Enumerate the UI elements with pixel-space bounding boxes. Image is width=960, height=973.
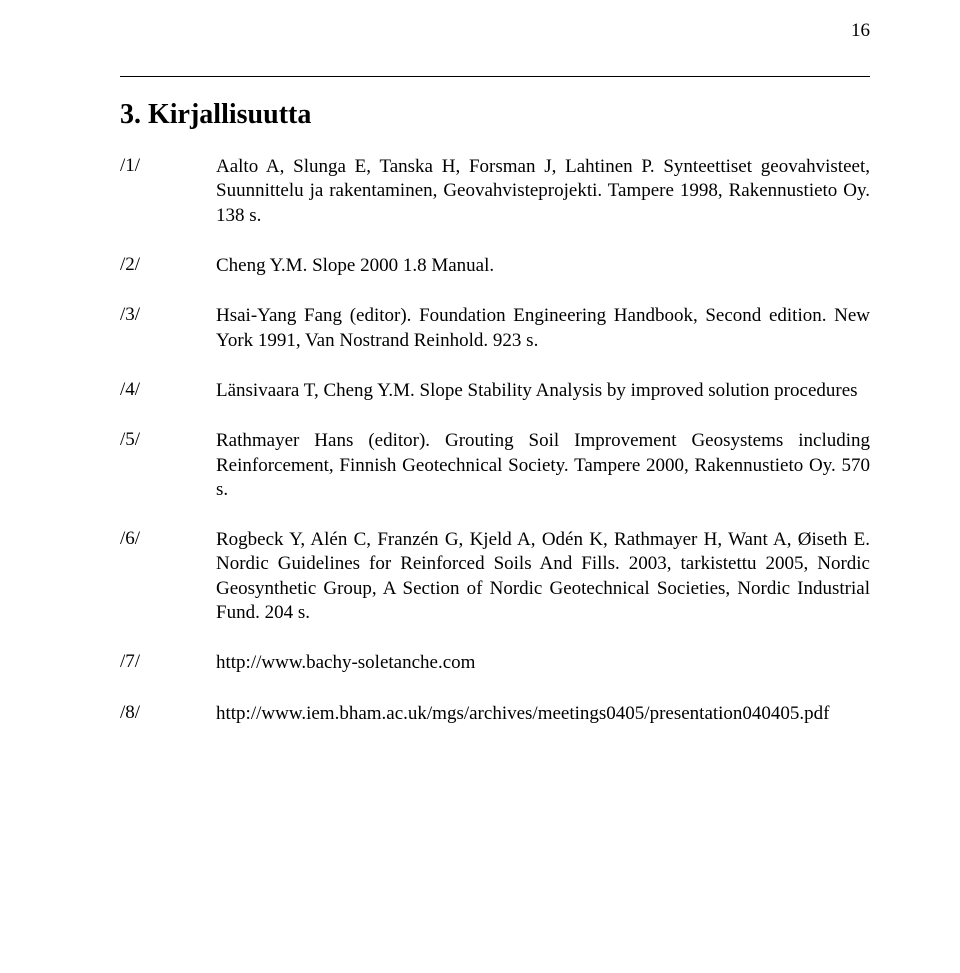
reference-item: /6/ Rogbeck Y, Alén C, Franzén G, Kjeld … [120, 528, 870, 625]
reference-label: /5/ [120, 429, 216, 451]
reference-label: /1/ [120, 155, 216, 177]
horizontal-rule [120, 76, 870, 77]
reference-text: Aalto A, Slunga E, Tanska H, Forsman J, … [216, 155, 870, 228]
reference-text: http://www.iem.bham.ac.uk/mgs/archives/m… [216, 702, 870, 726]
reference-label: /2/ [120, 254, 216, 276]
page-number: 16 [851, 20, 870, 42]
reference-item: /1/ Aalto A, Slunga E, Tanska H, Forsman… [120, 155, 870, 228]
section-title: 3. Kirjallisuutta [120, 99, 870, 131]
reference-text: Rogbeck Y, Alén C, Franzén G, Kjeld A, O… [216, 528, 870, 625]
reference-label: /4/ [120, 379, 216, 401]
reference-text: Länsivaara T, Cheng Y.M. Slope Stability… [216, 379, 870, 403]
reference-label: /6/ [120, 528, 216, 550]
reference-item: /4/ Länsivaara T, Cheng Y.M. Slope Stabi… [120, 379, 870, 403]
reference-item: /3/ Hsai-Yang Fang (editor). Foundation … [120, 304, 870, 353]
reference-item: /2/ Cheng Y.M. Slope 2000 1.8 Manual. [120, 254, 870, 278]
reference-list: /1/ Aalto A, Slunga E, Tanska H, Forsman… [120, 155, 870, 726]
reference-label: /7/ [120, 651, 216, 673]
reference-item: /8/ http://www.iem.bham.ac.uk/mgs/archiv… [120, 702, 870, 726]
reference-label: /3/ [120, 304, 216, 326]
reference-text: Rathmayer Hans (editor). Grouting Soil I… [216, 429, 870, 502]
reference-label: /8/ [120, 702, 216, 724]
reference-text: http://www.bachy-soletanche.com [216, 651, 870, 675]
reference-text: Cheng Y.M. Slope 2000 1.8 Manual. [216, 254, 870, 278]
page: 16 3. Kirjallisuutta /1/ Aalto A, Slunga… [0, 0, 960, 973]
reference-item: /7/ http://www.bachy-soletanche.com [120, 651, 870, 675]
reference-item: /5/ Rathmayer Hans (editor). Grouting So… [120, 429, 870, 502]
reference-text: Hsai-Yang Fang (editor). Foundation Engi… [216, 304, 870, 353]
